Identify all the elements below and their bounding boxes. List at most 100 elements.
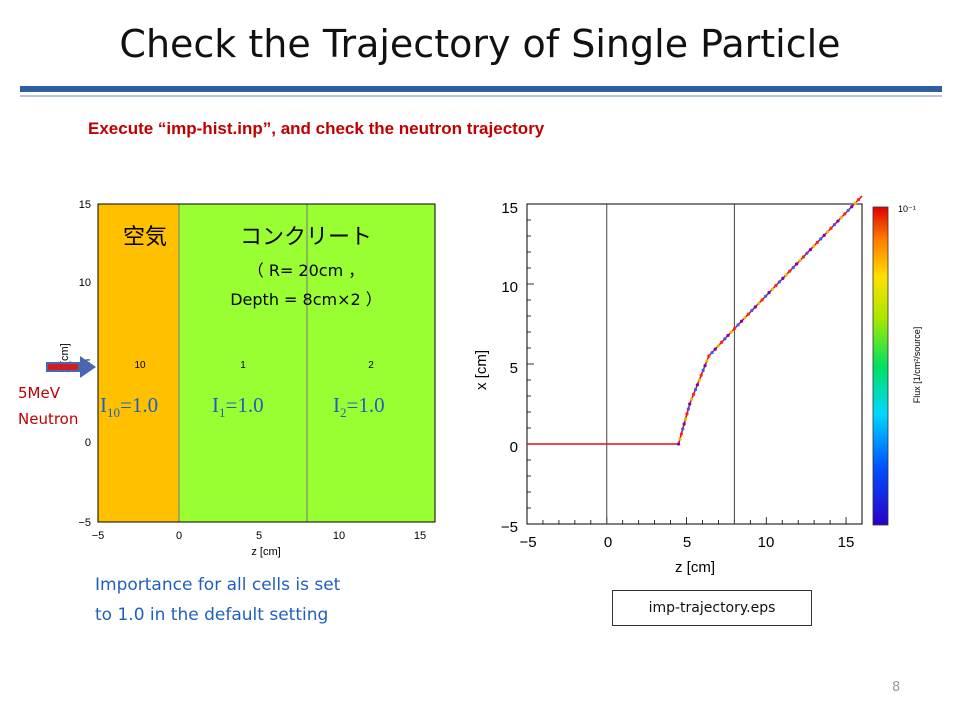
y-tick-label: 15: [79, 199, 91, 211]
flux-marker: [791, 265, 795, 270]
flux-marker: [691, 392, 696, 396]
page-number: 8: [892, 680, 901, 695]
flux-marker: [819, 237, 823, 241]
concrete-depth: Depth = 8cm×2 ）: [230, 290, 382, 309]
colorbar: [872, 206, 889, 526]
air-label: 空気: [123, 225, 167, 250]
concrete-label: コンクリート: [240, 225, 372, 250]
flux-marker: [716, 344, 721, 348]
flux-marker: [676, 442, 681, 446]
flux-marker: [710, 350, 714, 355]
air-region: [98, 204, 179, 522]
y-tick-label: 5: [510, 360, 518, 377]
flux-marker: [683, 417, 688, 421]
flux-marker: [678, 437, 682, 441]
flux-marker: [853, 201, 857, 205]
trajectory-plot: −5 0 5 10 15 z [cm] 15 10 5 0 −5 x [cm] …: [473, 195, 922, 576]
cell-number: 1: [240, 360, 246, 371]
y-axis-label: x [cm]: [473, 350, 490, 390]
flux-marker: [825, 230, 830, 234]
flux-marker: [743, 316, 747, 320]
geometry-plot: −5 0 5 10 15 z [cm] 15 10 5 0 −5 x [cm] …: [46, 199, 436, 558]
flux-marker: [846, 208, 850, 212]
flux-marker: [685, 412, 689, 416]
y-tick-label: −5: [501, 519, 518, 536]
flux-marker: [767, 291, 771, 295]
flux-marker: [794, 262, 799, 266]
flux-marker: [808, 248, 812, 252]
y-tick-label: −5: [78, 517, 91, 529]
flux-marker: [713, 347, 717, 351]
flux-marker: [733, 326, 737, 331]
caption-line-2: to 1.0 in the default setting: [95, 605, 329, 625]
trajectory-series: [527, 195, 863, 524]
flux-marker: [753, 305, 757, 309]
flux-marker: [681, 427, 685, 431]
flux-marker: [679, 432, 683, 436]
flux-marker: [726, 333, 730, 338]
x-tick-label: −5: [92, 530, 105, 542]
flux-marker: [697, 378, 701, 382]
flux-marker: [812, 244, 816, 248]
filename-box: imp-trajectory.eps: [612, 590, 812, 626]
flux-marker: [736, 323, 740, 327]
flux-marker: [784, 273, 788, 277]
flux-marker: [781, 276, 785, 280]
plot-frame: [526, 203, 863, 525]
x-tick-label: 10: [758, 534, 775, 551]
x-tick-label: 15: [838, 534, 855, 551]
flux-marker: [815, 240, 819, 245]
x-tick-label: 5: [683, 534, 691, 551]
flux-marker: [746, 312, 751, 316]
flux-marker: [703, 364, 707, 368]
y-tick-label: 15: [501, 200, 518, 217]
flux-marker: [832, 223, 837, 227]
colorbar-label: Flux [1/cm²/source]: [912, 327, 922, 404]
flux-marker: [739, 319, 744, 323]
y-tick-label: 0: [85, 437, 91, 449]
flux-marker: [686, 407, 690, 411]
cell-number: 2: [368, 360, 374, 371]
flux-marker: [801, 255, 806, 259]
flux-marker: [701, 368, 705, 372]
colorbar-tick: 10⁻¹: [898, 204, 916, 214]
importance-caption: Importance for all cells is set to 1.0 i…: [95, 570, 340, 630]
title-rule: [20, 86, 942, 92]
flux-marker: [720, 340, 724, 344]
flux-marker: [707, 354, 711, 358]
flux-marker: [688, 402, 692, 406]
flux-marker: [788, 269, 792, 273]
x-axis-label: z [cm]: [251, 546, 280, 558]
concrete-radius: （ R= 20cm ，: [248, 261, 365, 280]
x-tick-label: 15: [414, 530, 426, 542]
flux-marker: [843, 212, 847, 216]
flux-marker: [699, 373, 703, 377]
y-tick-label: 0: [510, 439, 518, 456]
flux-marker: [839, 215, 843, 220]
importance-air: I10=1.0: [100, 393, 158, 420]
x-tick-label: 0: [604, 534, 612, 551]
neutron-energy: 5MeV: [18, 384, 60, 402]
flux-marker: [705, 359, 709, 363]
flux-marker: [856, 197, 861, 202]
flux-marker: [760, 298, 764, 302]
flux-marker: [774, 283, 778, 288]
plot-frame: [97, 203, 436, 523]
caption-line-1: Importance for all cells is set: [95, 575, 341, 595]
flux-marker: [777, 280, 781, 284]
slide-title: Check the Trajectory of Single Particle: [119, 22, 841, 66]
neutron-arrow: [46, 356, 96, 378]
flux-marker: [829, 226, 833, 230]
x-tick-label: 0: [176, 530, 182, 542]
flux-marker: [690, 397, 694, 401]
x-tick-label: 10: [333, 530, 345, 542]
flux-marker: [850, 205, 854, 209]
flux-marker: [822, 233, 826, 237]
y-tick-label: 10: [501, 279, 518, 296]
flux-marker: [682, 422, 686, 426]
flux-marker: [805, 251, 809, 255]
x-tick-label: −5: [519, 534, 536, 551]
flux-marker: [798, 258, 802, 263]
slide-subtitle: Execute “imp-hist.inp”, and check the ne…: [88, 119, 545, 138]
